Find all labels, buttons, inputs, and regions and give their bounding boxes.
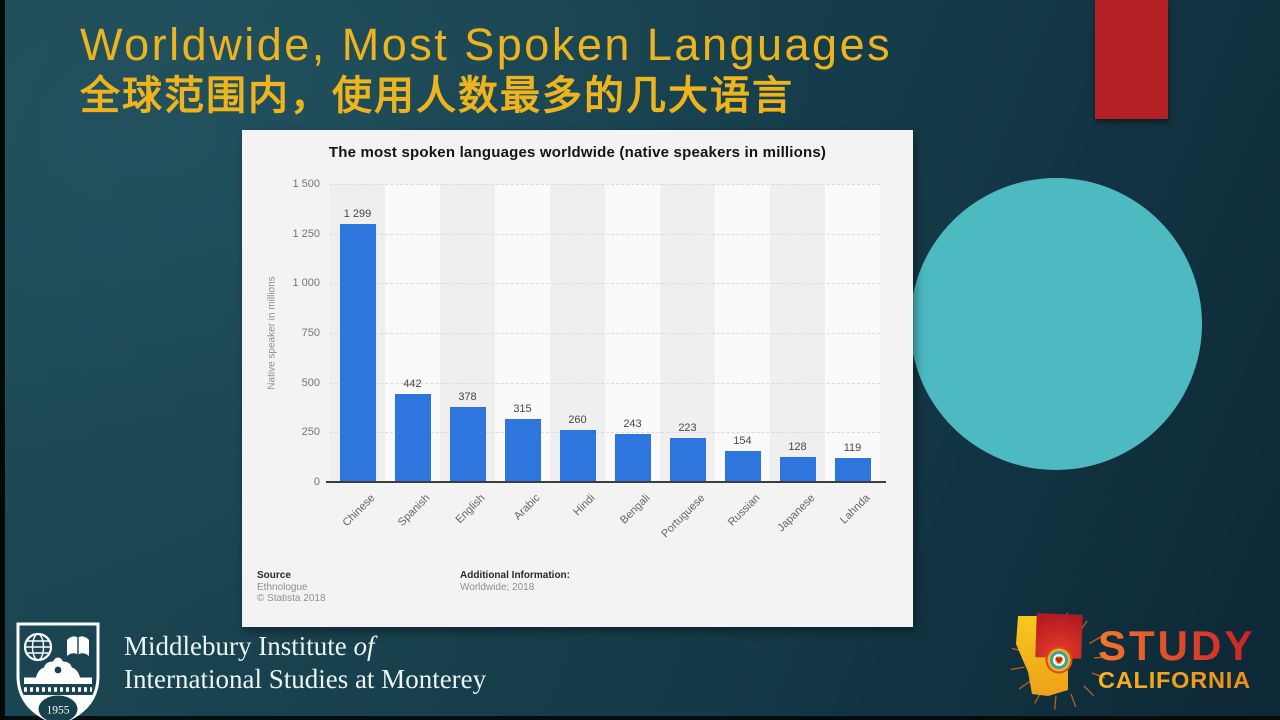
- bar-value-label: 154: [733, 435, 752, 448]
- y-tick-label: 500: [301, 376, 320, 389]
- y-tick-label: 1 250: [292, 227, 320, 240]
- category-label: Portuguese: [658, 492, 707, 541]
- bar-value-label: 315: [513, 403, 532, 416]
- middlebury-line1: Middlebury Institute of: [124, 631, 375, 661]
- slide-title-english: Worldwide, Most Spoken Languages: [80, 19, 893, 70]
- category-label: English: [452, 492, 487, 526]
- category-label: Spanish: [395, 492, 432, 529]
- category-label: Russian: [725, 492, 762, 529]
- statista-chart-panel: The most spoken languages worldwide (nat…: [242, 130, 913, 627]
- middlebury-line2: International Studies at Monterey: [124, 664, 487, 694]
- red-sunburst-square-icon: [1035, 613, 1083, 659]
- bar-value-label: 378: [458, 390, 477, 403]
- gridline: [330, 233, 880, 235]
- gridline: [330, 184, 880, 185]
- mission-arch-icon: [24, 657, 92, 684]
- bar-value-label: 442: [403, 378, 422, 391]
- bar-value-label: 119: [843, 442, 862, 455]
- teal-accent-circle: [910, 178, 1202, 470]
- middlebury-shield-icon: 1955: [16, 622, 100, 720]
- chart-title: The most spoken languages worldwide (nat…: [328, 144, 827, 161]
- left-edge-bar: [0, 0, 5, 720]
- y-tick-label: 1 500: [292, 178, 320, 190]
- plot-area: 1 299 442 378 315 260 243 223 154 128 119: [330, 184, 880, 482]
- bar-hindi: [559, 430, 596, 482]
- bar-russian: [724, 451, 761, 482]
- california-wordmark: CALIFORNIA: [1098, 667, 1251, 693]
- x-axis-line: [326, 481, 886, 483]
- source-heading: Source: [257, 570, 291, 581]
- category-label: Chinese: [339, 492, 377, 530]
- study-california-logo: STUDY CALIFORNIA: [1002, 606, 1274, 719]
- y-tick-label: 1 000: [292, 277, 320, 290]
- slide-title-block: Worldwide, Most Spoken Languages 全球范围内，使…: [80, 20, 892, 119]
- globe-icon: [23, 632, 53, 662]
- red-accent-rectangle: [1095, 0, 1168, 119]
- y-axis-tick-labels: 0 250 500 750 1 000 1 250 1 500: [242, 130, 320, 627]
- category-label: Bengali: [617, 492, 652, 527]
- gridline: [330, 283, 880, 285]
- book-icon: [67, 636, 89, 656]
- gridline: [330, 382, 880, 384]
- bar-arabic: [504, 419, 541, 482]
- bar-bengali: [614, 433, 651, 482]
- bar-value-label: 128: [788, 440, 807, 453]
- eye-emblem-icon: [1045, 646, 1073, 674]
- category-label: Japanese: [774, 492, 817, 535]
- middlebury-wordmark: Middlebury Institute of International St…: [124, 630, 486, 696]
- gridline: [330, 333, 880, 334]
- category-label: Hindi: [570, 492, 597, 519]
- bar-portuguese: [669, 437, 706, 482]
- bar-chinese: [339, 223, 376, 482]
- bar-value-label: 243: [623, 417, 642, 430]
- additional-info-heading: Additional Information:: [460, 570, 570, 581]
- slide-title-chinese: 全球范围内，使用人数最多的几大语言: [80, 73, 794, 118]
- x-axis-category-labels: Chinese Spanish English Arabic Hindi Bengali P…: [330, 482, 880, 552]
- bar-japanese: [779, 456, 816, 482]
- source-line: Ethnologue: [257, 581, 308, 593]
- bottom-edge-bar: [0, 716, 1280, 720]
- category-label: Lahnda: [837, 492, 872, 527]
- category-label: Arabic: [511, 492, 542, 523]
- middlebury-logo: 1955 Middlebury Institute of Internation…: [10, 620, 486, 720]
- bar-value-label: 260: [568, 414, 587, 427]
- y-tick-label: 0: [313, 476, 320, 488]
- copyright-line: © Statista 2018: [257, 593, 326, 604]
- study-california-graphic: STUDY CALIFORNIA: [1010, 612, 1255, 710]
- bar-lahnda: [834, 458, 871, 482]
- bar-value-label: 223: [678, 421, 697, 434]
- additional-info-line: Worldwide; 2018: [460, 581, 535, 593]
- source-block: Source Ethnologue © Statista 2018: [257, 570, 326, 605]
- bar-english: [449, 406, 486, 482]
- bar-value-label: 1 299: [343, 207, 372, 220]
- bar-spanish: [394, 394, 431, 482]
- y-tick-label: 750: [301, 327, 320, 339]
- y-tick-label: 250: [301, 426, 320, 439]
- additional-info-block: Additional Information: Worldwide; 2018: [460, 570, 570, 593]
- study-wordmark: STUDY: [1098, 622, 1255, 669]
- gridline: [330, 432, 880, 434]
- founding-year: 1955: [47, 705, 70, 717]
